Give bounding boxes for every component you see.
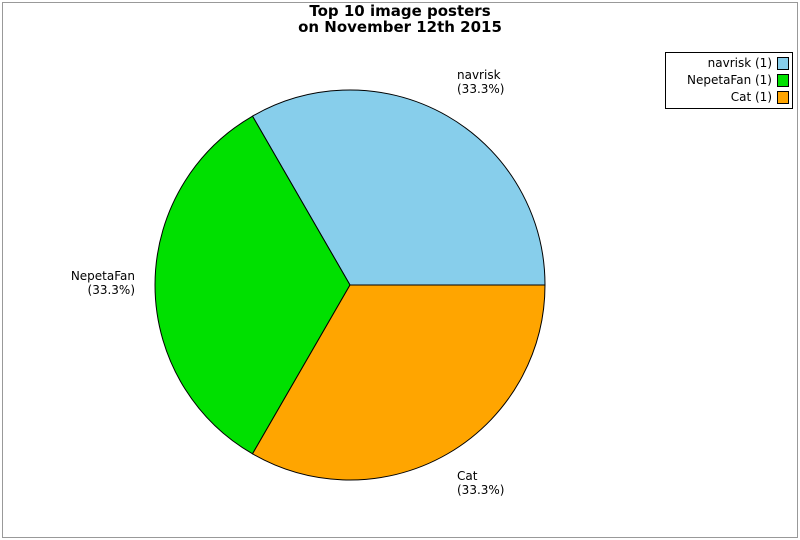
slice-label-navrisk: navrisk (33.3%) [457, 68, 504, 96]
slice-label-cat-name: Cat [457, 469, 478, 483]
legend-swatch-navrisk [777, 57, 789, 70]
slice-label-navrisk-pct: (33.3%) [457, 82, 505, 96]
pie-slice-navrisk [251, 89, 546, 286]
pie-slice-cat [251, 284, 546, 481]
slice-label-navrisk-name: navrisk [457, 68, 501, 82]
legend: navrisk (1) NepetaFan (1) Cat (1) [665, 52, 793, 109]
chart-title-line2: on November 12th 2015 [298, 18, 502, 36]
slice-label-nepetafan-name: NepetaFan [70, 269, 135, 283]
slice-label-cat: Cat (33.3%) [457, 469, 504, 497]
legend-label-cat: Cat (1) [730, 90, 772, 104]
legend-row-navrisk: navrisk (1) [668, 55, 789, 72]
chart-title: Top 10 image posters on November 12th 20… [0, 3, 800, 35]
legend-label-navrisk: navrisk (1) [707, 56, 772, 70]
slice-label-nepetafan: NepetaFan (33.3%) [71, 269, 135, 297]
chart-title-line1: Top 10 image posters [309, 2, 491, 20]
legend-swatch-nepetafan [777, 74, 789, 87]
legend-swatch-cat [777, 91, 789, 104]
legend-row-cat: Cat (1) [668, 89, 789, 106]
legend-row-nepetafan: NepetaFan (1) [668, 72, 789, 89]
pie-slice-nepetafan [154, 115, 351, 455]
slice-label-cat-pct: (33.3%) [457, 483, 505, 497]
legend-label-nepetafan: NepetaFan (1) [687, 73, 772, 87]
slice-label-nepetafan-pct: (33.3%) [87, 283, 135, 297]
